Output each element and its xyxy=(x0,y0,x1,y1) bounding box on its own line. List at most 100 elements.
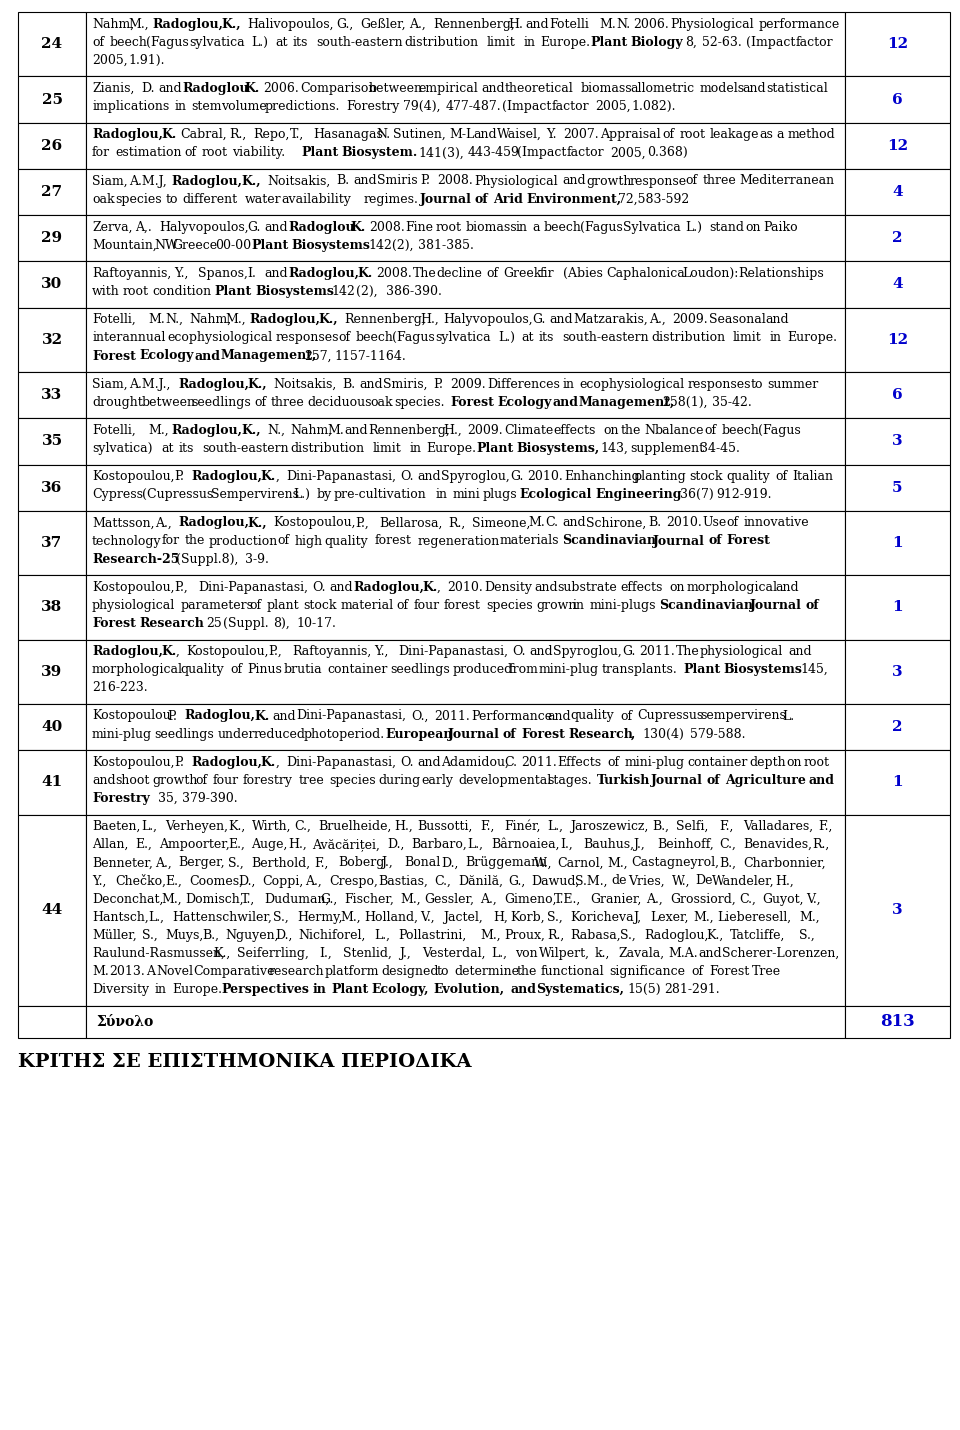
Text: root: root xyxy=(804,755,829,769)
Text: Noitsakis,: Noitsakis, xyxy=(267,174,330,187)
Text: Caphalonica: Caphalonica xyxy=(607,267,685,280)
Text: Spyroglou,: Spyroglou, xyxy=(442,470,510,483)
Text: 1: 1 xyxy=(892,775,902,789)
Text: of: of xyxy=(503,728,516,741)
Text: ΚΡΙΤΗΣ ΣΕ ΕΠΙΣΤΗΜΟΝΙΚΑ ΠΕΡΙΟΔΙΚΑ: ΚΡΙΤΗΣ ΣΕ ΕΠΙΣΤΗΜΟΝΙΚΑ ΠΕΡΙΟΔΙΚΑ xyxy=(18,1052,471,1071)
Text: Biosystem.: Biosystem. xyxy=(342,146,418,159)
Text: Sutinen,: Sutinen, xyxy=(394,129,446,142)
Text: Berger,: Berger, xyxy=(179,857,225,869)
Text: Nahm,: Nahm, xyxy=(189,313,231,326)
Text: 10-17.: 10-17. xyxy=(297,616,336,631)
Text: S.,: S., xyxy=(228,857,244,869)
Text: Europe.: Europe. xyxy=(426,442,476,455)
Text: Benneter,: Benneter, xyxy=(92,857,153,869)
Text: Cypress: Cypress xyxy=(92,488,143,502)
Text: H.: H. xyxy=(509,17,523,30)
Text: four: four xyxy=(212,774,239,786)
Text: to: to xyxy=(751,378,763,390)
Text: Spyroglou,: Spyroglou, xyxy=(553,645,622,658)
Bar xyxy=(86,511,845,575)
Text: Kostopoulou,: Kostopoulou, xyxy=(186,645,269,658)
Text: and: and xyxy=(473,129,496,142)
Text: between: between xyxy=(142,396,196,409)
Text: sylvatica): sylvatica) xyxy=(92,442,153,455)
Text: Research: Research xyxy=(139,616,204,631)
Text: biomass: biomass xyxy=(466,220,517,233)
Text: Nahm,: Nahm, xyxy=(291,423,333,438)
Bar xyxy=(86,372,845,418)
Text: 27: 27 xyxy=(41,184,62,199)
Bar xyxy=(845,123,950,169)
Text: of: of xyxy=(726,516,738,529)
Text: Grossiord,: Grossiord, xyxy=(670,892,735,905)
Text: 813: 813 xyxy=(880,1014,915,1030)
Text: A.,: A., xyxy=(305,875,322,888)
Text: 281-291.: 281-291. xyxy=(664,984,720,997)
Text: balance: balance xyxy=(655,423,704,438)
Text: Rabasa,: Rabasa, xyxy=(570,930,621,942)
Text: quality: quality xyxy=(570,709,614,722)
Bar xyxy=(845,11,950,76)
Text: Raftoyannis,: Raftoyannis, xyxy=(92,267,171,280)
Text: 26: 26 xyxy=(41,139,62,153)
Bar xyxy=(18,76,86,123)
Text: O.: O. xyxy=(400,470,414,483)
Text: K.,: K., xyxy=(707,930,724,942)
Text: 52-63.: 52-63. xyxy=(703,36,742,49)
Text: k.,: k., xyxy=(595,947,611,960)
Text: quality: quality xyxy=(180,664,225,676)
Text: Fischer,: Fischer, xyxy=(345,892,395,905)
Bar xyxy=(86,123,845,169)
Text: Wandeler,: Wandeler, xyxy=(712,875,775,888)
Text: Turkish: Turkish xyxy=(596,774,650,786)
Text: implications: implications xyxy=(92,100,169,113)
Text: for: for xyxy=(161,535,180,548)
Text: Journal: Journal xyxy=(652,774,704,786)
Text: V.,: V., xyxy=(420,911,435,924)
Text: Kostopoulou,: Kostopoulou, xyxy=(274,516,356,529)
Text: 1: 1 xyxy=(892,536,902,551)
Text: pre-cultivation: pre-cultivation xyxy=(334,488,426,502)
Text: L.): L.) xyxy=(498,332,515,345)
Text: Geßler,: Geßler, xyxy=(360,17,405,30)
Text: of: of xyxy=(277,535,290,548)
Text: Smiris,: Smiris, xyxy=(383,378,428,390)
Text: Carnol,: Carnol, xyxy=(558,857,604,869)
Text: Forest: Forest xyxy=(92,616,136,631)
Text: its: its xyxy=(179,442,194,455)
Bar xyxy=(86,307,845,372)
Text: and: and xyxy=(92,774,115,786)
Text: A.,: A., xyxy=(646,892,663,905)
Text: Biosystems: Biosystems xyxy=(292,239,371,252)
Text: C.,: C., xyxy=(739,892,756,905)
Text: 1.082).: 1.082). xyxy=(632,100,676,113)
Text: at: at xyxy=(161,442,174,455)
Text: Bauhus,: Bauhus, xyxy=(584,838,635,851)
Text: Journal: Journal xyxy=(654,535,706,548)
Text: Siam,: Siam, xyxy=(92,378,128,390)
Text: 5: 5 xyxy=(892,480,902,495)
Bar xyxy=(18,262,86,307)
Text: C.,: C., xyxy=(435,875,451,888)
Text: physiological: physiological xyxy=(92,599,176,612)
Text: 143,: 143, xyxy=(600,442,628,455)
Bar xyxy=(86,418,845,465)
Text: Radoglou,: Radoglou, xyxy=(179,516,250,529)
Text: oak: oak xyxy=(371,396,393,409)
Text: (Impact: (Impact xyxy=(517,146,566,159)
Text: stem: stem xyxy=(191,100,222,113)
Text: container: container xyxy=(327,664,388,676)
Text: of: of xyxy=(230,664,243,676)
Text: 4: 4 xyxy=(892,277,902,292)
Text: seedlings: seedlings xyxy=(390,664,449,676)
Text: Radoglou,: Radoglou, xyxy=(172,423,243,438)
Text: ecophysiological: ecophysiological xyxy=(580,378,684,390)
Text: technology: technology xyxy=(92,535,161,548)
Text: 2005,: 2005, xyxy=(595,100,631,113)
Text: P.,: P., xyxy=(269,645,282,658)
Text: A.,: A., xyxy=(409,17,426,30)
Text: morphological: morphological xyxy=(687,581,778,593)
Bar xyxy=(18,307,86,372)
Text: 29: 29 xyxy=(41,232,62,246)
Text: drought: drought xyxy=(92,396,143,409)
